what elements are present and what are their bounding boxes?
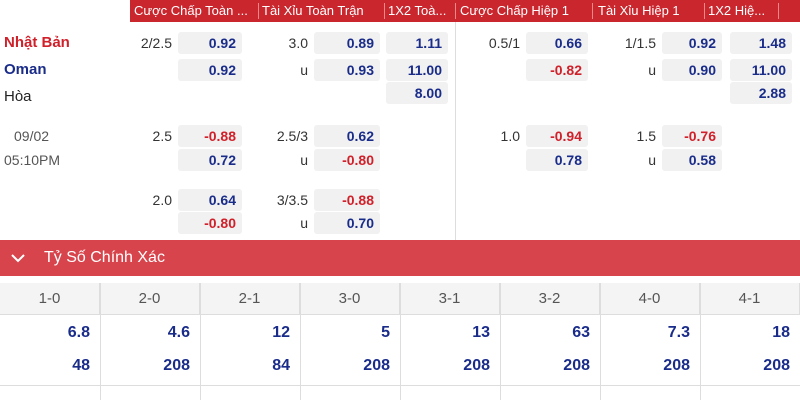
odds-button[interactable]: -0.80 — [178, 212, 242, 234]
line-label: 1/1.5 — [624, 35, 656, 51]
odds-button[interactable]: -0.88 — [314, 189, 380, 211]
odds-button[interactable]: 0.92 — [662, 32, 722, 54]
score-header: 2-1 — [200, 283, 300, 315]
match-date: 09/02 — [14, 128, 50, 144]
column-divider — [500, 283, 501, 400]
odds-button[interactable]: 0.62 — [314, 125, 380, 147]
chevron-icon[interactable] — [10, 250, 26, 266]
line-label: 3.0 — [288, 35, 308, 51]
under-label: u — [300, 62, 308, 78]
odds-button[interactable]: 0.58 — [662, 149, 722, 171]
odds-button[interactable]: 0.93 — [314, 59, 380, 81]
header-divider — [455, 3, 456, 19]
odds-button[interactable]: 11.00 — [386, 59, 448, 81]
score-odds[interactable]: 13 — [472, 324, 490, 341]
odds-button[interactable]: -0.80 — [314, 149, 380, 171]
odds-button[interactable]: 0.90 — [662, 59, 722, 81]
column-divider — [400, 283, 401, 400]
odds-button[interactable]: -0.76 — [662, 125, 722, 147]
odds-button[interactable]: 11.00 — [730, 59, 792, 81]
column-divider — [100, 283, 101, 400]
score-header: 3-1 — [400, 283, 500, 315]
odds-button[interactable]: -0.82 — [526, 59, 588, 81]
match-time: 05:10PM — [4, 152, 61, 168]
odds-button[interactable]: 2.88 — [730, 82, 792, 104]
under-label: u — [648, 152, 656, 168]
score-header: 1-0 — [0, 283, 100, 315]
team-name: Nhật Bản — [4, 34, 70, 51]
score-odds[interactable]: 208 — [563, 357, 590, 374]
section-bar[interactable] — [0, 240, 800, 276]
header-divider — [384, 3, 385, 19]
score-odds[interactable]: 208 — [663, 357, 690, 374]
column-header[interactable]: Tài Xỉu Toàn Trận — [262, 3, 364, 18]
column-divider — [300, 283, 301, 400]
section-title: Tỷ Số Chính Xác — [44, 249, 165, 266]
odds-button[interactable]: 0.92 — [178, 32, 242, 54]
score-odds[interactable]: 5 — [381, 324, 390, 341]
score-odds[interactable]: 208 — [763, 357, 790, 374]
line-label: 2/2.5 — [140, 35, 172, 51]
line-label: 0.5/1 — [488, 35, 520, 51]
line-label: 3/3.5 — [276, 192, 308, 208]
score-header: 2-0 — [100, 283, 200, 315]
line-label: 2.5 — [152, 128, 172, 144]
header-bar — [130, 0, 800, 22]
column-header[interactable]: Tài Xỉu Hiệp 1 — [598, 3, 680, 18]
under-label: u — [648, 62, 656, 78]
column-header[interactable]: 1X2 Toà... — [388, 3, 447, 18]
line-label: 2.0 — [152, 192, 172, 208]
score-header: 4-0 — [600, 283, 700, 315]
score-odds[interactable]: 208 — [163, 357, 190, 374]
header-divider — [258, 3, 259, 19]
score-odds[interactable]: 48 — [72, 357, 90, 374]
score-odds[interactable]: 208 — [363, 357, 390, 374]
score-odds[interactable]: 6.8 — [67, 324, 90, 341]
column-header[interactable]: Cược Chấp Hiệp 1 — [460, 3, 569, 18]
odds-button[interactable]: 1.11 — [386, 32, 448, 54]
draw-label: Hòa — [4, 88, 32, 105]
column-divider — [200, 283, 201, 400]
odds-button[interactable]: -0.94 — [526, 125, 588, 147]
header-divider — [778, 3, 779, 19]
score-odds[interactable]: 4.6 — [167, 324, 190, 341]
odds-button[interactable]: 0.92 — [178, 59, 242, 81]
column-divider — [700, 283, 701, 400]
line-label: 1.5 — [636, 128, 656, 144]
column-header[interactable]: Cược Chấp Toàn ... — [134, 3, 248, 18]
odds-button[interactable]: 1.48 — [730, 32, 792, 54]
under-label: u — [300, 152, 308, 168]
score-odds[interactable]: 208 — [463, 357, 490, 374]
divider — [455, 22, 456, 240]
odds-button[interactable]: 0.89 — [314, 32, 380, 54]
under-label: u — [300, 215, 308, 231]
odds-button[interactable]: -0.88 — [178, 125, 242, 147]
line-label: 2.5/3 — [276, 128, 308, 144]
odds-button[interactable]: 0.72 — [178, 149, 242, 171]
score-header: 4-1 — [700, 283, 800, 315]
score-header: 3-2 — [500, 283, 600, 315]
header-divider — [592, 3, 593, 19]
odds-button[interactable]: 0.78 — [526, 149, 588, 171]
score-odds[interactable]: 12 — [272, 324, 290, 341]
score-odds[interactable]: 84 — [272, 357, 290, 374]
score-odds[interactable]: 63 — [572, 324, 590, 341]
column-divider — [600, 283, 601, 400]
line-label: 1.0 — [500, 128, 520, 144]
odds-button[interactable]: 0.70 — [314, 212, 380, 234]
odds-button[interactable]: 0.64 — [178, 189, 242, 211]
odds-button[interactable]: 8.00 — [386, 82, 448, 104]
column-header[interactable]: 1X2 Hiệ... — [708, 3, 766, 18]
header-divider — [704, 3, 705, 19]
score-odds[interactable]: 7.3 — [667, 324, 690, 341]
score-header: 3-0 — [300, 283, 400, 315]
team-name: Oman — [4, 61, 47, 78]
odds-button[interactable]: 0.66 — [526, 32, 588, 54]
score-odds[interactable]: 18 — [772, 324, 790, 341]
